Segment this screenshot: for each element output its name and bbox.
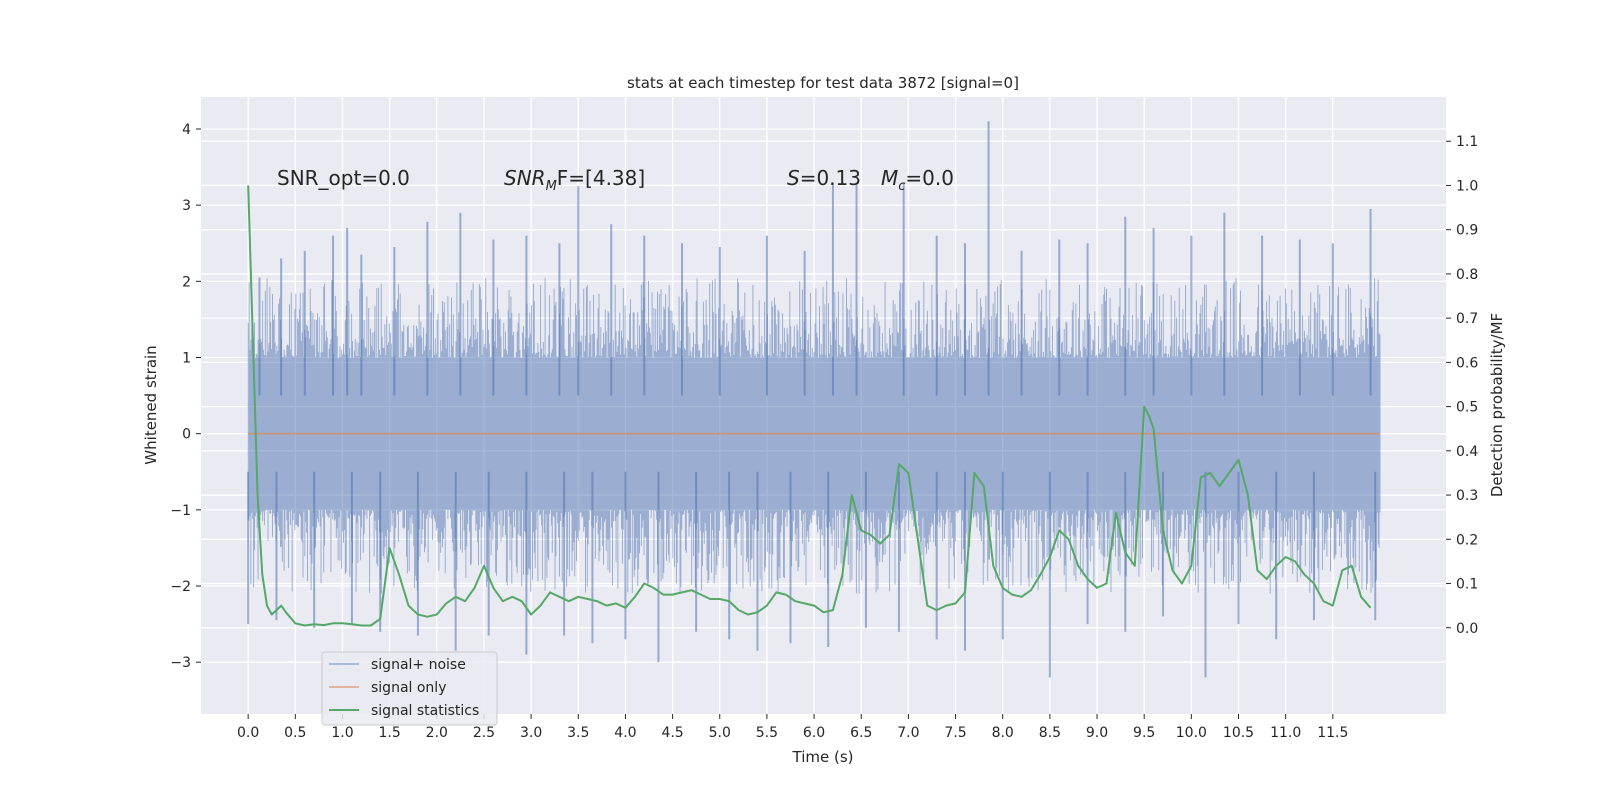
- y-tick-label: 2: [182, 274, 191, 290]
- x-tick-label: 11.5: [1317, 725, 1348, 741]
- x-tick-label: 10.5: [1223, 725, 1254, 741]
- y-tick-label: −2: [170, 579, 191, 595]
- x-tick-label: 10.0: [1176, 725, 1207, 741]
- x-tick-label: 5.0: [709, 725, 731, 741]
- annotation-snr-mf-rest: F=[4.38]: [557, 166, 645, 190]
- x-axis-label: Time (s): [792, 748, 854, 766]
- x-tick-label: 1.5: [379, 725, 401, 741]
- y2-tick-label: 0.9: [1456, 223, 1478, 239]
- x-tick-label: 3.0: [520, 725, 542, 741]
- x-tick-label: 2.5: [473, 725, 495, 741]
- y2-tick-label: 0.0: [1456, 621, 1478, 637]
- x-tick-label: 6.5: [850, 725, 872, 741]
- legend-label-signal-only: signal only: [371, 680, 446, 696]
- legend-label-signal-noise: signal+ noise: [371, 657, 466, 673]
- y2-tick-label: 0.5: [1456, 400, 1478, 416]
- x-tick-label: 5.5: [756, 725, 778, 741]
- annotation-snr-mf-sub: M: [546, 179, 557, 194]
- x-tick-label: 0.0: [237, 725, 259, 741]
- x-tick-label: 4.5: [661, 725, 683, 741]
- x-tick-label: 9.5: [1133, 725, 1155, 741]
- x-tick-label: 6.0: [803, 725, 825, 741]
- annotation-snr-mf: SNRMF=[4.38]: [504, 166, 645, 194]
- y2-axis-label: Detection probability/MF: [1488, 313, 1506, 497]
- x-tick-label: 4.0: [614, 725, 636, 741]
- series-signal-statistics: [247, 185, 1372, 627]
- annotation-s-var: S: [787, 166, 800, 190]
- annotation-snr-mf-main: SNR: [504, 166, 546, 190]
- y-axis-label: Whitened strain: [142, 345, 160, 464]
- x-tick-label: 7.0: [897, 725, 919, 741]
- y2-tick-label: 0.6: [1456, 355, 1478, 371]
- y-tick-label: −3: [170, 655, 191, 671]
- y-tick-label: 1: [182, 351, 191, 367]
- x-tick-label: 2.0: [426, 725, 448, 741]
- y2-tick-label: 0.7: [1456, 311, 1478, 327]
- x-tick-label: 3.5: [567, 725, 589, 741]
- x-tick-label: 0.5: [284, 725, 306, 741]
- y2-tick-label: 1.0: [1456, 178, 1478, 194]
- y2-tick-label: 0.1: [1456, 577, 1478, 593]
- x-tick-label: 9.0: [1086, 725, 1108, 741]
- x-tick-label: 11.0: [1270, 725, 1301, 741]
- y2-tick-label: 0.2: [1456, 532, 1478, 548]
- legend-box: [321, 651, 498, 726]
- y2-tick-label: 0.4: [1456, 444, 1478, 460]
- annotation-mc-var: M: [881, 166, 898, 190]
- legend-label-signal-statistics: signal statistics: [371, 703, 479, 719]
- y2-tick-label: 1.1: [1456, 134, 1478, 150]
- x-tick-label: 7.5: [944, 725, 966, 741]
- legend: signal+ noise signal only signal statist…: [321, 651, 498, 726]
- axis-ticks: 0.0 0.5 1.0 1.5 2.0 2.5 3.0 3.5 4.0 4.5 5.0 5.5 6.0 6…: [170, 122, 1478, 741]
- y2-tick-label: 0.8: [1456, 267, 1478, 283]
- y-tick-label: 4: [182, 122, 191, 138]
- y-tick-label: 0: [182, 427, 191, 443]
- annotation-s: S=0.13: [787, 166, 861, 190]
- series-signal-noise: [247, 121, 1381, 678]
- annotation-mc-sub: c: [898, 179, 905, 194]
- y-tick-label: −1: [170, 503, 191, 519]
- x-tick-label: 1.0: [331, 725, 353, 741]
- annotation-s-val: =0.13: [800, 166, 861, 190]
- annotation-snr-opt: SNR_opt=0.0: [277, 166, 410, 190]
- y-tick-label: 3: [182, 198, 191, 214]
- signal-statistics-line: [247, 185, 1372, 627]
- y2-tick-label: 0.3: [1456, 488, 1478, 504]
- x-tick-label: 8.5: [1039, 725, 1061, 741]
- x-tick-label: 8.0: [992, 725, 1014, 741]
- chart-title: stats at each timestep for test data 387…: [627, 74, 1019, 92]
- annotation-mc: Mc=0.0: [881, 166, 954, 194]
- annotation-mc-val: =0.0: [905, 166, 954, 190]
